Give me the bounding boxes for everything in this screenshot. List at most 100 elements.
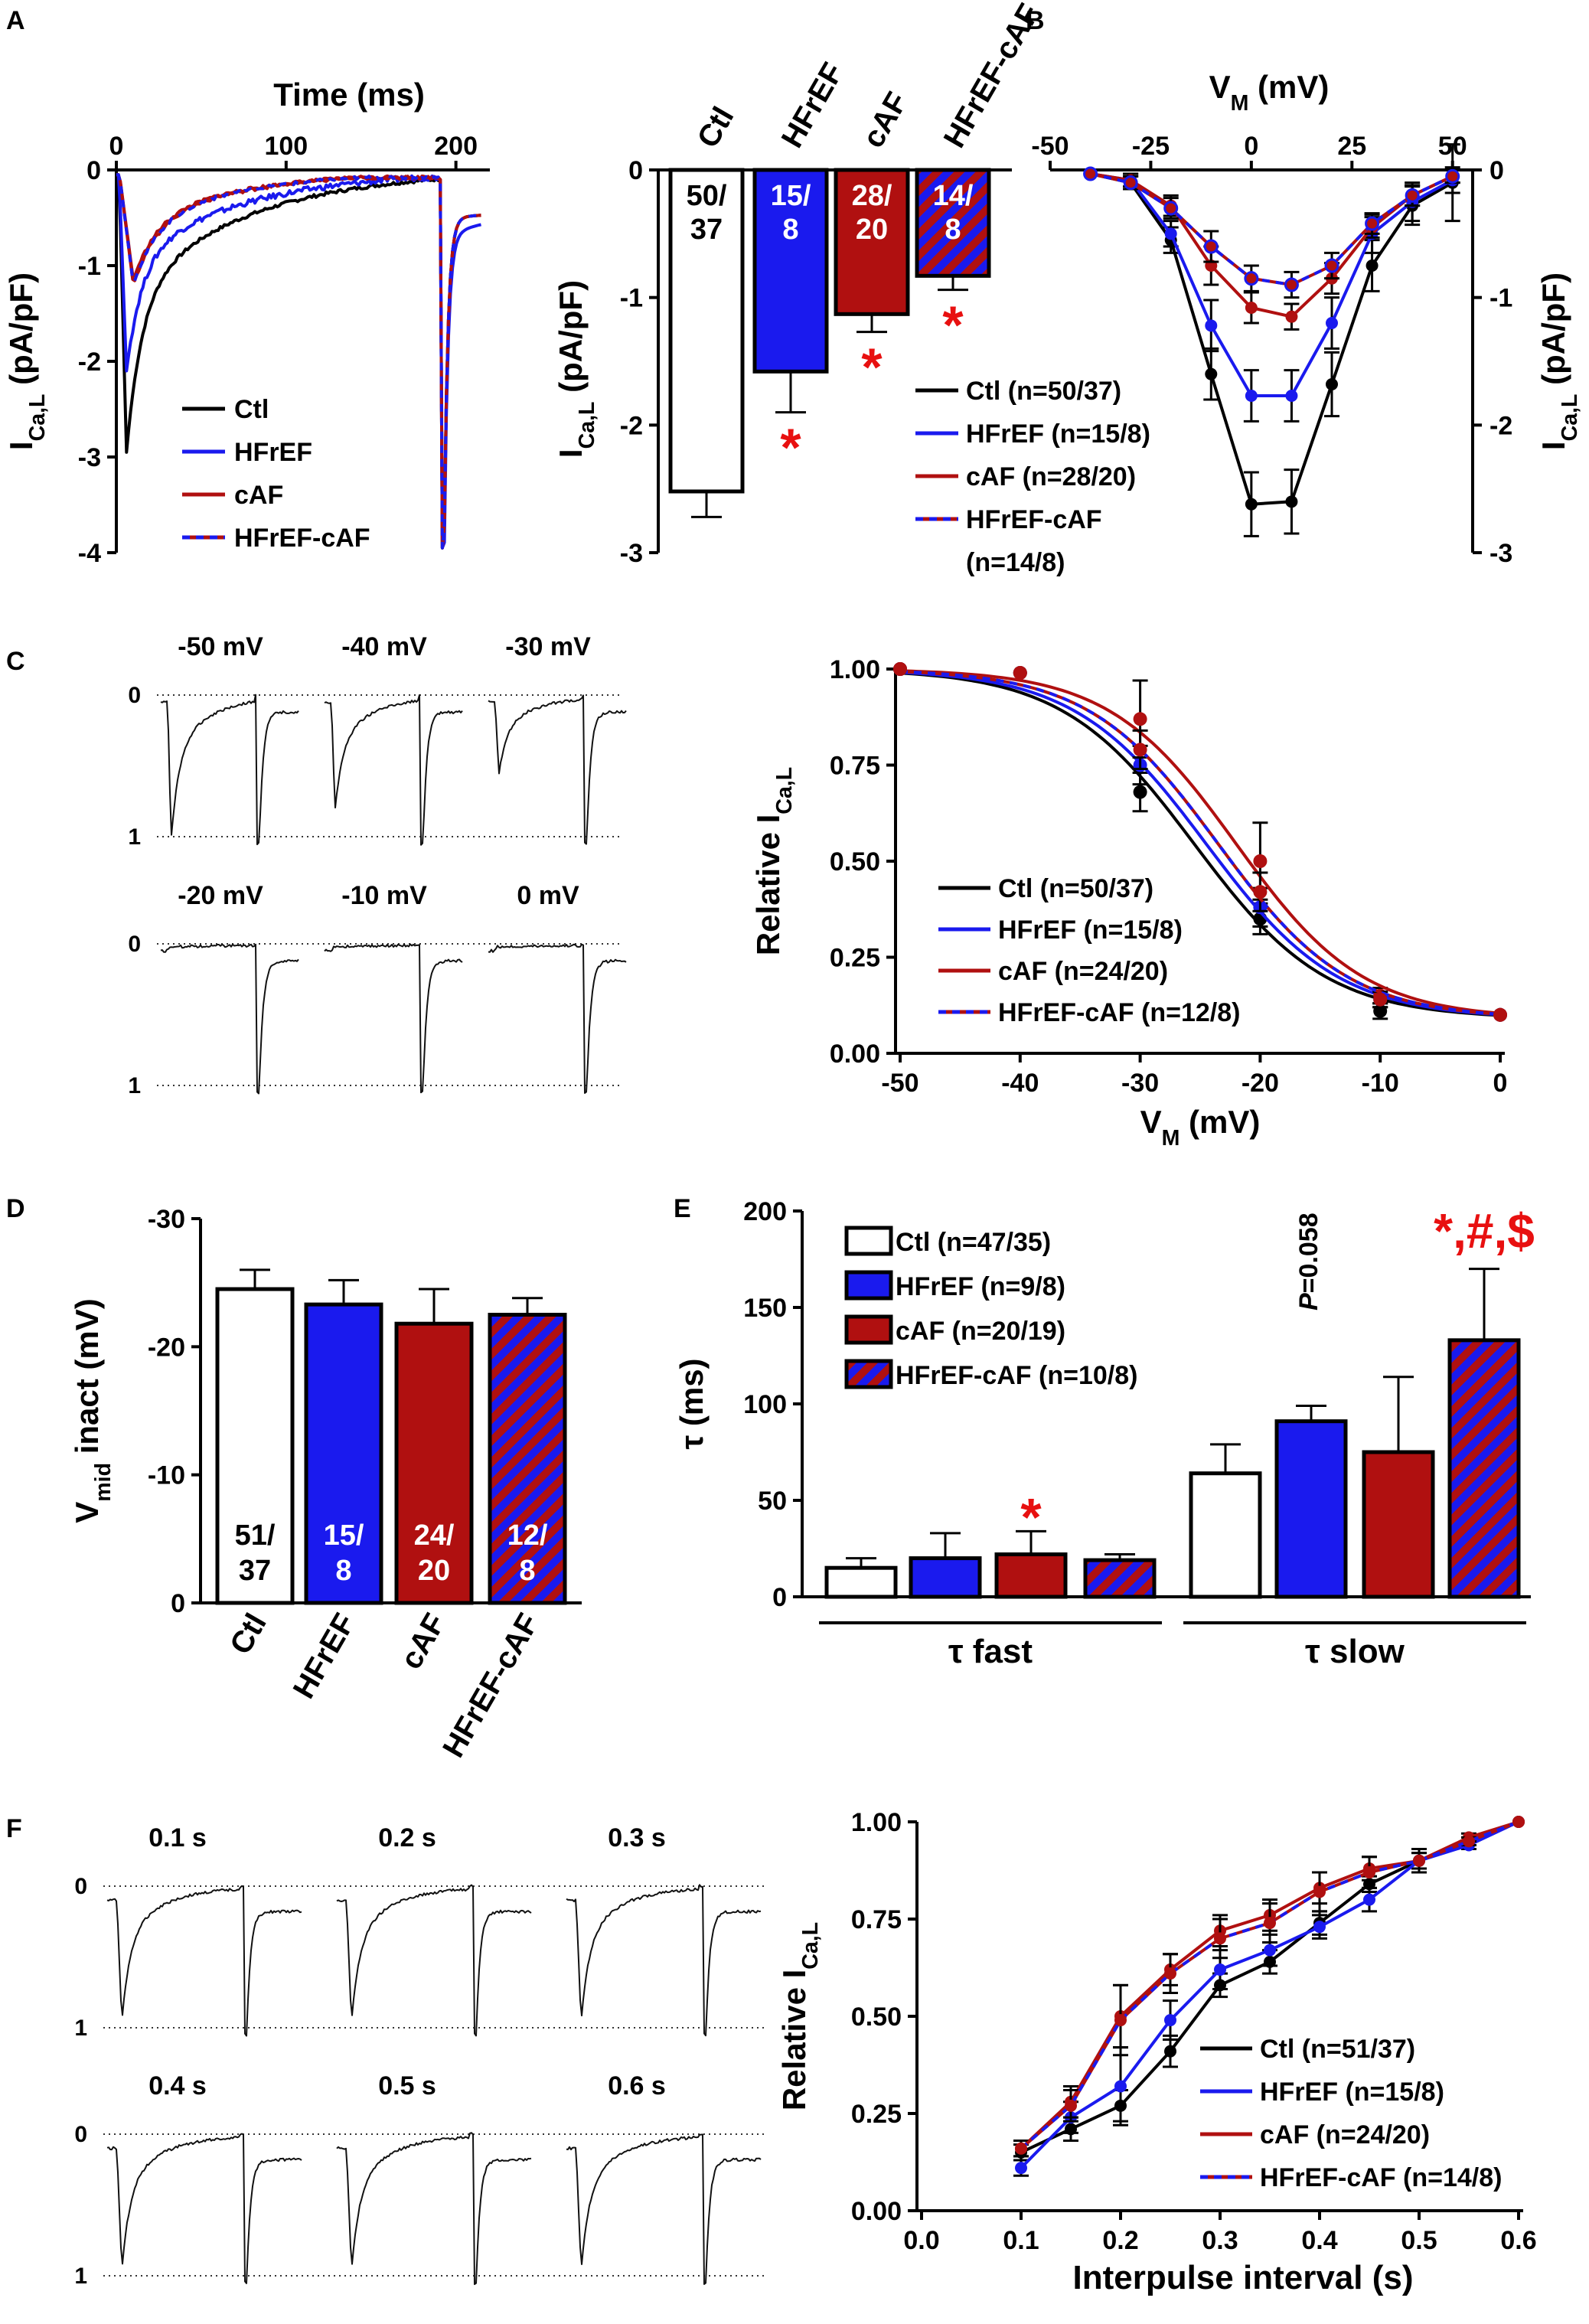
error-bar xyxy=(1210,1443,1241,1475)
y-tick-label: 0.00 xyxy=(851,2197,902,2226)
bar-hfref-caf xyxy=(915,168,991,278)
legend-swatch xyxy=(844,1359,893,1389)
n-label: 24/ xyxy=(414,1519,455,1552)
data-point xyxy=(1164,2045,1176,2058)
panel-f-recovery-chart: 0.0 0.1 0.2 0.3 0.4 0.5 0.6 0.00 0.25 0.50 0.75 1.0… xyxy=(776,1808,1537,2296)
data-point xyxy=(1285,390,1298,402)
y-axis-title: ICa,L (pA/pF) xyxy=(553,280,599,458)
y-tick-label: 0 xyxy=(772,1583,787,1612)
y-tick-label: 0.25 xyxy=(851,2100,902,2129)
y-tick-label: 150 xyxy=(743,1294,787,1323)
raw-current-trace xyxy=(488,943,627,1094)
error-bar xyxy=(856,312,887,334)
panel-label-e: E xyxy=(674,1194,691,1223)
y-tick-label: 200 xyxy=(743,1197,787,1226)
y-tick-label: 1.00 xyxy=(830,655,880,684)
fit-curve xyxy=(899,670,1501,1016)
n-label: 50/ xyxy=(687,180,727,212)
y-tick-label: 0.75 xyxy=(851,1905,902,1934)
legend-label: cAF xyxy=(234,481,283,510)
data-point xyxy=(1133,743,1147,757)
panel-c-inactivation-chart: -50 -40 -30 -20 -10 0 0.00 0.25 0.50 0.75 1.00 VM (… xyxy=(750,655,1507,1151)
x-tick-label: 25 xyxy=(1337,132,1366,161)
legend-swatch xyxy=(844,1270,893,1301)
x-tick-label: -50 xyxy=(881,1069,918,1098)
legend-label: HFrEF-cAF xyxy=(966,505,1102,534)
significance-marker: * xyxy=(861,338,883,397)
panel-label-a: A xyxy=(6,6,25,35)
error-bar xyxy=(775,370,806,414)
scale-label-one: 1 xyxy=(74,2016,87,2041)
y-axis-title: Relative ICa,L xyxy=(776,1922,823,2110)
data-point xyxy=(1065,2099,1077,2112)
group-label: τ fast xyxy=(948,1633,1033,1670)
p-value-annotation: P=0.058 xyxy=(1294,1213,1323,1311)
data-point xyxy=(1493,1007,1507,1022)
x-tick-label: 0.1 xyxy=(1003,2226,1039,2255)
data-point xyxy=(1365,259,1379,272)
raw-current-trace xyxy=(566,2133,762,2285)
y-tick-label: -3 xyxy=(1489,539,1512,568)
data-point xyxy=(1123,175,1138,191)
scale-label-one: 1 xyxy=(128,1073,141,1098)
data-point xyxy=(1203,239,1219,254)
x-tick-label: 0.3 xyxy=(1202,2226,1238,2255)
scale-label-zero: 0 xyxy=(128,932,141,957)
x-axis-title: Interpulse interval (s) xyxy=(1072,2259,1413,2296)
error-bar xyxy=(1296,1405,1326,1423)
data-point xyxy=(1164,2014,1176,2027)
error-bar xyxy=(419,1288,449,1325)
data-point xyxy=(1264,1917,1276,1930)
bar-τ-fast xyxy=(1083,1558,1157,1599)
y-tick-label: 0 xyxy=(171,1589,185,1618)
data-point xyxy=(1245,390,1258,402)
y-axis-title: ICa,L (pA/pF) xyxy=(1535,273,1582,450)
significance-marker: *,#,$ xyxy=(1434,1203,1535,1258)
data-point xyxy=(1313,1885,1326,1898)
n-label: 28/ xyxy=(852,180,892,212)
raw-current-trace xyxy=(488,694,627,845)
error-bar xyxy=(691,490,722,518)
y-tick-label: 0 xyxy=(628,156,643,185)
panel-e-tau-chart: 0 50 100 150 200 τ (ms) τ fast τ slow * P=0.058 *,… xyxy=(674,1197,1535,1670)
series-line-caf-part xyxy=(116,173,481,550)
n-label: 20 xyxy=(418,1555,450,1587)
data-point xyxy=(1214,1932,1226,1945)
error-bar xyxy=(512,1297,543,1316)
y-axis-title: Relative ICa,L xyxy=(750,767,797,955)
legend-label: cAF (n=28/20) xyxy=(966,462,1136,491)
n-label: 8 xyxy=(335,1555,351,1587)
bar-τ-fast xyxy=(994,1552,1068,1599)
panel-label-f: F xyxy=(6,1814,22,1843)
raw-current-trace xyxy=(324,694,463,846)
y-tick-label: 1.00 xyxy=(851,1808,902,1837)
y-tick-label: -2 xyxy=(620,411,643,440)
n-label: 14/ xyxy=(933,180,974,212)
x-axis-title: Time (ms) xyxy=(273,77,425,113)
data-point xyxy=(1133,785,1147,799)
trace-condition-label: 0 mV xyxy=(517,881,579,910)
trace-condition-label: -50 mV xyxy=(178,632,263,661)
raw-current-trace xyxy=(336,2132,532,2286)
significance-marker: * xyxy=(780,418,801,478)
x-tick-label: 200 xyxy=(434,132,478,161)
n-label: 15/ xyxy=(771,180,811,212)
legend-label: Ctl (n=47/35) xyxy=(896,1228,1051,1257)
data-point xyxy=(1373,992,1388,1007)
n-label: 15/ xyxy=(324,1519,364,1552)
legend-label: cAF (n=24/20) xyxy=(998,957,1168,986)
panel-label-b: B xyxy=(1026,6,1045,35)
data-point xyxy=(1015,2142,1027,2155)
n-label: 8 xyxy=(782,214,798,246)
trace-condition-label: 0.2 s xyxy=(378,1823,436,1852)
raw-current-trace xyxy=(106,2133,302,2284)
panel-f-trace-grid: 0.1 s 0 1 0.2 s 0.3 s 0.4 s 0 1 0.5 s 0.6 s xyxy=(74,1823,765,2289)
series-line xyxy=(1090,172,1454,318)
legend-label: HFrEF xyxy=(234,438,312,467)
panel-a-trace-chart: 0 100 200 0 -1 -2 -3 -4 Time (ms) ICa,L (pA/pF) Ct… xyxy=(3,77,490,568)
data-point xyxy=(1253,885,1268,899)
y-tick-label: -1 xyxy=(1489,284,1512,313)
x-tick-label: -40 xyxy=(1001,1069,1039,1098)
n-label: 8 xyxy=(945,214,961,246)
